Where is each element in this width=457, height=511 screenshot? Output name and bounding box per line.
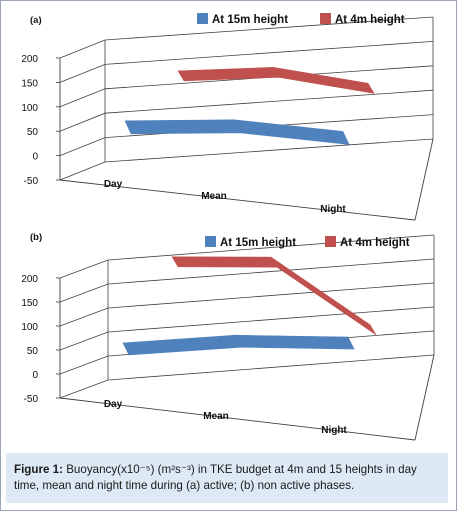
x-tick-label: Night <box>321 425 347 436</box>
legend-swatch <box>197 13 208 24</box>
legend-swatch <box>320 13 331 24</box>
gridline <box>59 282 435 327</box>
legend-label: At 15m height <box>212 14 288 26</box>
y-tick-label: 150 <box>21 298 38 309</box>
legend-swatch <box>325 236 336 247</box>
series-ribbon-1 <box>124 119 350 145</box>
caption-box <box>6 453 448 503</box>
panel-label: (a) <box>30 15 42 26</box>
legend-label: At 4m height <box>340 237 410 249</box>
series-ribbon-1 <box>122 334 355 356</box>
caption-label: Figure 1: <box>14 463 63 476</box>
x-tick-label: Mean <box>201 191 227 202</box>
x-tick-label: Day <box>104 179 123 190</box>
x-tick-label: Night <box>320 204 346 215</box>
x-tick-label: Mean <box>203 411 229 422</box>
chart-panel-2: (b) -50 0 50 100 150 200 Day Mean Night At 15m hei… <box>21 232 435 441</box>
x-axis <box>59 179 416 221</box>
series-ribbon-2 <box>171 256 377 336</box>
legend-label: At 4m height <box>335 14 405 26</box>
y-tick-label: 50 <box>27 346 39 357</box>
gridline <box>59 354 435 399</box>
y-tick-label: 200 <box>21 274 38 285</box>
y-tick-label: 0 <box>32 152 38 163</box>
x-tick-label: Day <box>104 399 123 410</box>
x-axis <box>59 397 416 441</box>
y-tick-label: 150 <box>21 78 38 89</box>
floor-right-edge <box>414 354 435 441</box>
figure-charts: (a) -50 0 50 100 150 200 Day Mean Night At 15m hei… <box>21 13 435 441</box>
y-tick-label: 0 <box>32 370 38 381</box>
gridline <box>59 138 434 181</box>
legend-swatch <box>205 236 216 247</box>
y-tick-label: -50 <box>24 176 39 187</box>
series-ribbon-2 <box>177 67 375 94</box>
chart-panel-1: (a) -50 0 50 100 150 200 Day Mean Night At 15m hei… <box>21 13 434 221</box>
gridline <box>59 114 434 156</box>
panel-label: (b) <box>30 232 42 243</box>
y-tick-label: 50 <box>27 127 39 138</box>
caption-text: Buoyancy(x10⁻⁵) (m²s⁻³) in TKE budget at… <box>14 463 417 492</box>
y-tick-label: 200 <box>21 54 38 65</box>
y-tick-label: 100 <box>21 322 38 333</box>
y-tick-label: -50 <box>24 394 39 405</box>
figure-caption: Figure 1: Buoyancy(x10⁻⁵) (m²s⁻³) in TKE… <box>14 462 444 494</box>
floor-right-edge <box>414 138 434 221</box>
y-tick-label: 100 <box>21 103 38 114</box>
legend-label: At 15m height <box>220 237 296 249</box>
